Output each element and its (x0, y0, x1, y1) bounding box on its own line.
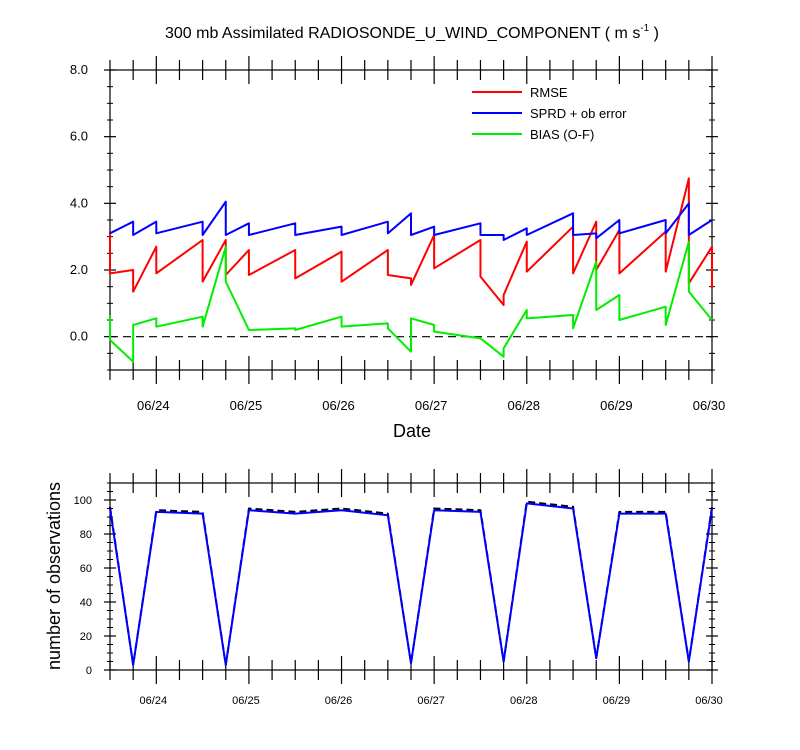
legend-label: RMSE (530, 85, 568, 100)
x-tick-label: 06/27 (415, 398, 448, 413)
x-axis-title: Date (393, 421, 431, 441)
plot-frame (109, 482, 713, 671)
y-tick-label: 6.0 (70, 129, 88, 144)
legend-label: BIAS (O-F) (530, 127, 594, 142)
series-line-rmse (109, 177, 713, 306)
top-panel: 06/24 06/25 06/26 06/27 06/28 06/29 06/30 0.0 2.… (70, 56, 725, 413)
series-line-sprd-ob-error (109, 200, 713, 241)
series-line-possible (109, 500, 713, 666)
y-tick-label: 0.0 (70, 329, 88, 344)
x-tick-label: 06/25 (232, 695, 260, 707)
y-tick-label: 4.0 (70, 195, 88, 210)
y-tick-label: 8.0 (70, 62, 88, 77)
y-tick-label: 0 (86, 665, 92, 677)
legend-label: SPRD + ob error (530, 106, 627, 121)
legend: RMSE SPRD + ob error BIAS (O-F) (472, 85, 627, 142)
series-line-bias-o-f (109, 240, 713, 363)
x-tick-label: 06/29 (603, 695, 631, 707)
y-tick-label: 60 (80, 563, 92, 575)
y-tick-label: 20 (80, 631, 92, 643)
x-tick-label: 06/28 (507, 398, 540, 413)
x-tick-label: 06/24 (140, 695, 168, 707)
series-line-used (109, 502, 713, 666)
y-axis-title-bottom: number of observations (44, 482, 64, 670)
x-tick-label: 06/29 (600, 398, 633, 413)
x-tick-label: 06/30 (693, 398, 726, 413)
x-tick-label: 06/26 (325, 695, 353, 707)
x-tick-label: 06/24 (137, 398, 170, 413)
x-tick-label: 06/28 (510, 695, 538, 707)
x-tick-label: 06/30 (695, 695, 723, 707)
y-tick-label: 40 (80, 597, 92, 609)
y-tick-label: 100 (74, 495, 92, 507)
bottom-panel: 06/24 06/25 06/26 06/27 06/28 06/29 06/30 0 20 40… (74, 469, 723, 707)
x-tick-label: 06/26 (322, 398, 355, 413)
chart-title: 300 mb Assimilated RADIOSONDE_U_WIND_COM… (165, 23, 659, 42)
y-tick-label: 2.0 (70, 262, 88, 277)
x-tick-label: 06/25 (230, 398, 263, 413)
y-tick-label: 80 (80, 529, 92, 541)
x-tick-label: 06/27 (417, 695, 445, 707)
